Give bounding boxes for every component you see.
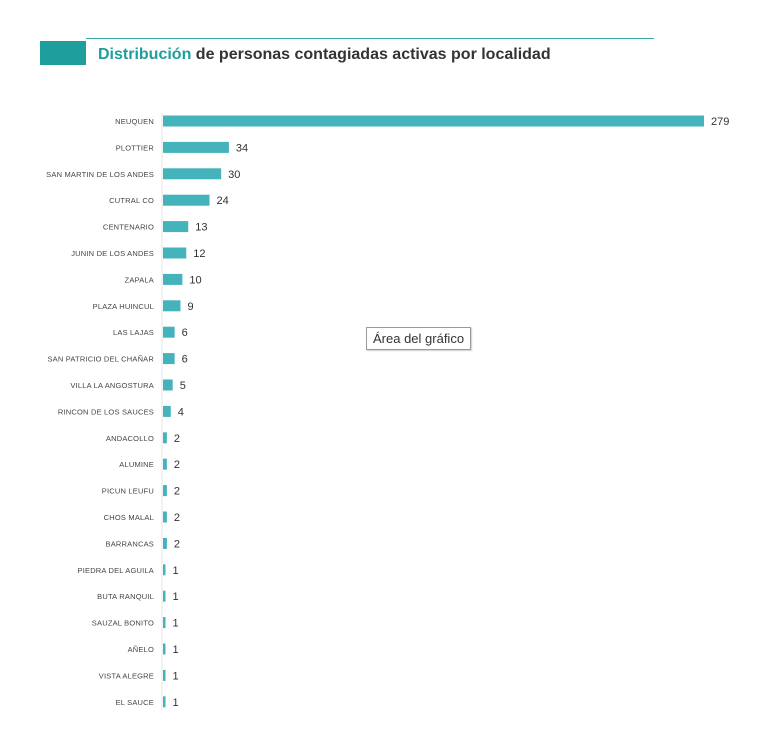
category-label: AÑELO — [128, 645, 154, 654]
category-label: LAS LAJAS — [113, 328, 154, 337]
data-label: 6 — [182, 354, 188, 366]
category-label: JUNIN DE LOS ANDES — [71, 249, 154, 258]
data-label: 12 — [193, 248, 205, 260]
bar[interactable] — [163, 141, 229, 153]
category-label: ZAPALA — [125, 275, 154, 284]
bar[interactable] — [163, 405, 171, 417]
category-label: EL SAUCE — [116, 698, 154, 707]
bar[interactable] — [163, 669, 166, 681]
data-label: 1 — [173, 591, 179, 603]
data-label: 1 — [173, 618, 179, 630]
data-label: 34 — [236, 142, 248, 154]
bar[interactable] — [163, 590, 166, 602]
data-label: 1 — [173, 697, 179, 709]
bar[interactable] — [163, 247, 187, 259]
bar[interactable] — [163, 617, 166, 629]
bar[interactable] — [163, 273, 183, 285]
data-label: 24 — [217, 195, 229, 207]
category-label: PLAZA HUINCUL — [93, 302, 154, 311]
bar[interactable] — [163, 458, 167, 470]
category-label: BARRANCAS — [106, 539, 154, 548]
category-label: PLOTTIER — [116, 143, 155, 152]
category-label: ALUMINE — [119, 460, 154, 469]
bar[interactable] — [163, 485, 167, 497]
category-label: SAN PATRICIO DEL CHAÑAR — [47, 355, 154, 364]
bar[interactable] — [163, 353, 175, 365]
data-label: 2 — [174, 433, 180, 445]
bar[interactable] — [163, 432, 167, 444]
data-label: 6 — [182, 327, 188, 339]
bar[interactable] — [163, 221, 189, 233]
category-label: SAUZAL BONITO — [92, 619, 154, 628]
chart-area-tooltip: Área del gráfico — [366, 327, 472, 350]
category-label: RINCON DE LOS SAUCES — [58, 407, 154, 416]
category-label: CUTRAL CO — [109, 196, 154, 205]
chart-title-rest: de personas contagiadas activas por loca… — [195, 46, 551, 63]
bar[interactable] — [163, 115, 704, 127]
data-label: 30 — [228, 169, 240, 181]
data-label: 13 — [195, 222, 207, 234]
header-accent-block — [40, 41, 86, 65]
chart-title-accent: Distribución — [98, 46, 192, 63]
category-label: PICUN LEUFU — [102, 487, 154, 496]
bar[interactable] — [163, 564, 166, 576]
chart-title: Distribución de personas contagiadas act… — [98, 46, 551, 64]
data-label: 4 — [178, 406, 184, 418]
category-label: VILLA LA ANGOSTURA — [70, 381, 154, 390]
header-rule — [86, 38, 654, 39]
data-label: 1 — [173, 565, 179, 577]
data-label: 2 — [174, 486, 180, 498]
bar[interactable] — [163, 511, 167, 523]
bar[interactable] — [163, 537, 167, 549]
bar[interactable] — [163, 326, 175, 338]
data-label: 279 — [711, 116, 729, 128]
category-label: CHOS MALAL — [104, 513, 154, 522]
category-label: BUTA RANQUIL — [97, 592, 154, 601]
category-label: ANDACOLLO — [106, 434, 154, 443]
bar[interactable] — [163, 696, 166, 708]
data-label: 10 — [189, 274, 201, 286]
data-label: 9 — [187, 301, 193, 313]
bar[interactable] — [163, 379, 173, 391]
category-label: NEUQUEN — [115, 117, 154, 126]
category-label: SAN MARTIN DE LOS ANDES — [46, 170, 154, 179]
data-label: 1 — [173, 670, 179, 682]
data-label: 1 — [173, 644, 179, 656]
data-label: 2 — [174, 538, 180, 550]
category-label: VISTA ALEGRE — [99, 671, 154, 680]
bar[interactable] — [163, 643, 166, 655]
category-label: CENTENARIO — [103, 223, 154, 232]
bar[interactable] — [163, 168, 222, 180]
data-label: 5 — [180, 380, 186, 392]
category-label: PIEDRA DEL AGUILA — [78, 566, 155, 575]
bar[interactable] — [163, 194, 210, 206]
data-label: 2 — [174, 512, 180, 524]
data-label: 2 — [174, 459, 180, 471]
bar[interactable] — [163, 300, 181, 312]
